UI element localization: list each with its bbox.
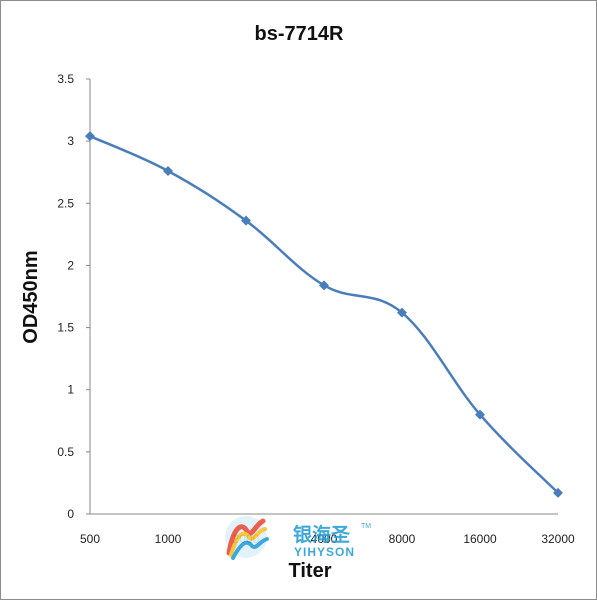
x-tick-label: 16000 bbox=[463, 532, 497, 546]
y-tick-labels: 0 0.5 1 1.5 2 2.5 3 3.5 bbox=[57, 72, 90, 521]
x-tick-label: 500 bbox=[80, 532, 100, 546]
x-tick-label: 32000 bbox=[541, 532, 575, 546]
series-markers bbox=[85, 131, 563, 498]
x-axis-title: Titer bbox=[289, 560, 332, 582]
y-tick-label: 3.5 bbox=[57, 72, 74, 86]
logo-trademark: TM bbox=[361, 523, 371, 530]
axes bbox=[89, 79, 558, 515]
y-axis-title: OD450nm bbox=[20, 250, 42, 343]
y-tick-label: 3 bbox=[67, 134, 74, 148]
logo-text-chinese: 银海圣 bbox=[293, 523, 351, 546]
x-tick-label: 1000 bbox=[155, 532, 182, 546]
x-tick-label: 4000 bbox=[311, 532, 338, 546]
series-line bbox=[89, 135, 559, 494]
y-tick-label: 2 bbox=[67, 258, 74, 272]
y-tick-label: 2.5 bbox=[57, 196, 74, 210]
x-tick-label: 8000 bbox=[389, 532, 416, 546]
y-tick-label: 1.5 bbox=[57, 321, 74, 335]
data-point-marker bbox=[85, 131, 95, 142]
data-point-marker bbox=[163, 165, 173, 176]
logo-wave-yellow bbox=[229, 527, 267, 557]
y-tick-label: 0 bbox=[67, 507, 74, 521]
logo-wave-blue bbox=[231, 537, 269, 560]
logo-wave-red bbox=[226, 518, 266, 556]
yihyson-logo: 银海圣 TM YIHYSON bbox=[225, 516, 371, 560]
y-tick-label: 1 bbox=[67, 383, 74, 397]
data-point-marker bbox=[475, 409, 485, 420]
data-point-marker bbox=[319, 280, 329, 291]
chart-title: bs-7714R bbox=[255, 23, 344, 45]
data-point-marker bbox=[241, 215, 251, 226]
logo-text-english: YIHYSON bbox=[294, 545, 355, 559]
data-point-marker bbox=[397, 307, 407, 318]
data-point-marker bbox=[553, 487, 563, 498]
y-tick-label: 0.5 bbox=[57, 445, 74, 459]
